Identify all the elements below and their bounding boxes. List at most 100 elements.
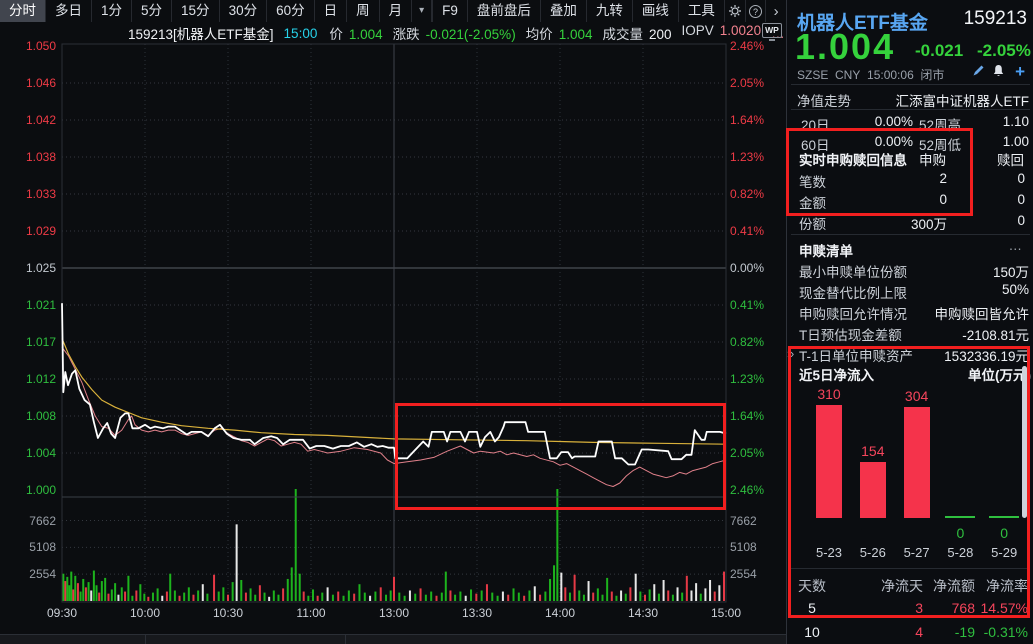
stats-cell: 5 xyxy=(808,600,816,616)
col-subscribe-header: 申购 xyxy=(919,153,946,168)
tab-30分[interactable]: 30分 xyxy=(220,0,268,22)
period-dropdown-icon[interactable]: ▾ xyxy=(412,0,433,22)
week52-high-value: 1.10 xyxy=(1002,114,1029,129)
toolbar-item-叠加[interactable]: 叠加 xyxy=(539,0,586,22)
toolbar-item-九转[interactable]: 九转 xyxy=(585,0,632,22)
pct-tick-right: 0.41% xyxy=(730,298,765,312)
stats-cell: 10 xyxy=(804,624,820,640)
volume-tick-right: 7662 xyxy=(730,513,757,528)
help-icon[interactable]: ? xyxy=(744,0,766,22)
pct-tick-right: 1.23% xyxy=(730,150,765,164)
more-menu-icon[interactable]: … xyxy=(1008,238,1023,253)
rt-shares-label: 份额 xyxy=(799,217,826,232)
time-tick-11:00: 11:00 xyxy=(296,606,326,620)
last-price: 1.004 xyxy=(795,26,896,67)
toolbar-item-盘前盘后[interactable]: 盘前盘后 xyxy=(466,0,540,22)
expand-toolbar-icon[interactable]: › xyxy=(765,0,786,22)
tab-5分[interactable]: 5分 xyxy=(132,0,173,22)
pct-tick-right: 2.46% xyxy=(730,39,765,53)
tab-1分[interactable]: 1分 xyxy=(92,0,133,22)
field-成交量: 成交量 200 xyxy=(602,23,671,43)
tab-周[interactable]: 周 xyxy=(347,0,380,22)
stats-cell: 3 xyxy=(915,600,923,616)
price-change-pct: -2.05% xyxy=(977,41,1031,60)
rt-amount-label: 金额 xyxy=(799,196,826,211)
wp-widget-icon[interactable]: WP xyxy=(762,23,782,41)
pct-tick-right: 1.64% xyxy=(730,409,765,423)
tab-60分[interactable]: 60分 xyxy=(267,0,315,22)
quote-info-bar: 159213[机器人ETF基金] 15:00 价 1.004 涨跌 -0.021(-2… xyxy=(0,22,786,44)
panel-scrollbar[interactable] xyxy=(1022,366,1027,518)
flow-bar-5-27 xyxy=(903,407,930,518)
gear-icon[interactable] xyxy=(723,0,745,22)
collapse-panel-icon[interactable]: » xyxy=(787,346,795,361)
pct-tick-right: 2.05% xyxy=(730,446,765,460)
price-change: -0.021 xyxy=(915,41,964,60)
flow-date-5-29: 5-29 xyxy=(991,545,1018,560)
flow-value-5-23: 310 xyxy=(817,386,841,402)
field-value: 200 xyxy=(648,27,672,42)
rt-shares-buy: 300万 xyxy=(910,217,947,232)
rt-shares-redeem: 0 xyxy=(1017,213,1025,228)
pcf-row-value: 50% xyxy=(1001,282,1029,297)
stats-header-净流率: 净流率 xyxy=(986,578,1028,594)
flow-unit-label: 单位(万元) xyxy=(968,368,1031,383)
market-status: 闭市 xyxy=(920,68,945,82)
pcf-row-value: 申购赎回皆允许 xyxy=(934,307,1030,322)
price-tick-left: 1.008 xyxy=(25,409,56,423)
range-20d-label: 20日 xyxy=(801,118,830,133)
stats-cell: 4 xyxy=(915,624,923,640)
flow-value-5-28: 0 xyxy=(956,525,965,541)
pcf-row-value: -2108.81元 xyxy=(962,328,1029,343)
range-60d-value: 0.00% xyxy=(874,134,913,149)
price-tick-left: 1.046 xyxy=(25,76,56,90)
quote-timestamp: 15:00:06 xyxy=(867,68,914,82)
rt-count-label: 笔数 xyxy=(799,175,826,190)
tab-分时[interactable]: 分时 xyxy=(0,0,46,22)
pct-tick-right: 1.64% xyxy=(730,113,765,127)
time-tick-13:30: 13:30 xyxy=(461,606,493,620)
field-value: -0.021(-2.05%) xyxy=(425,27,516,42)
field-label: 均价 xyxy=(525,27,553,42)
tab-多日[interactable]: 多日 xyxy=(46,0,92,22)
field-value: 1.004 xyxy=(348,27,383,42)
edit-icon[interactable] xyxy=(972,64,985,80)
field-价: 价 1.004 xyxy=(329,23,382,43)
field-label: 成交量 xyxy=(602,27,643,42)
price-tick-left: 1.000 xyxy=(25,483,56,497)
price-tick-left: 1.050 xyxy=(25,39,56,53)
intraday-chart-region[interactable]: 1.050 1.046 1.042 1.038 1.033 1.029 1.025 1.021… xyxy=(0,0,786,634)
tab-日[interactable]: 日 xyxy=(315,0,348,22)
flow-bar-5-26 xyxy=(859,462,886,518)
fund-name: 机器人ETF基金 xyxy=(797,13,928,34)
price-tick-left: 1.033 xyxy=(25,187,56,201)
flow-section-title: 近5日净流入 xyxy=(799,368,875,383)
flow-bar-5-23 xyxy=(816,405,842,518)
pcf-row-value: 150万 xyxy=(992,265,1029,280)
time-tick-13:00: 13:00 xyxy=(378,606,410,620)
bell-icon[interactable] xyxy=(992,64,1005,80)
plus-icon[interactable]: + xyxy=(1015,62,1025,81)
week52-low-label: 52周低 xyxy=(919,138,962,153)
tab-月[interactable]: 月 xyxy=(380,0,413,22)
fund-code: 159213 xyxy=(963,8,1027,29)
toolbar-item-F9[interactable]: F9 xyxy=(432,0,467,22)
toolbar-item-工具[interactable]: 工具 xyxy=(677,0,724,22)
tab-15分[interactable]: 15分 xyxy=(172,0,220,22)
currency-label: CNY xyxy=(835,68,861,82)
time-tick-15:00: 15:00 xyxy=(710,606,742,620)
field-value: 1.004 xyxy=(558,27,593,42)
price-tick-left: 1.004 xyxy=(25,446,56,460)
intraday-chart-canvas[interactable] xyxy=(0,0,786,634)
stats-cell: 14.57% xyxy=(980,600,1028,616)
price-tick-left: 1.021 xyxy=(25,298,56,312)
rt-amount-redeem: 0 xyxy=(1017,192,1025,207)
quote-time-label: 15:00 xyxy=(283,25,318,41)
realtime-section-title: 实时申购赎回信息 xyxy=(799,153,907,168)
field-涨跌: 涨跌 -0.021(-2.05%) xyxy=(393,23,516,43)
stats-cell: -19 xyxy=(954,624,975,640)
symbol-label: 159213[机器人ETF基金] xyxy=(128,27,274,42)
toolbar-item-画线[interactable]: 画线 xyxy=(631,0,678,22)
period-toolbar: 分时 多日 1分 5分 15分 30分 60分日周月 ▾ F9 盘前盘后 叠加 九转 画线 工具 ? … xyxy=(0,0,786,22)
